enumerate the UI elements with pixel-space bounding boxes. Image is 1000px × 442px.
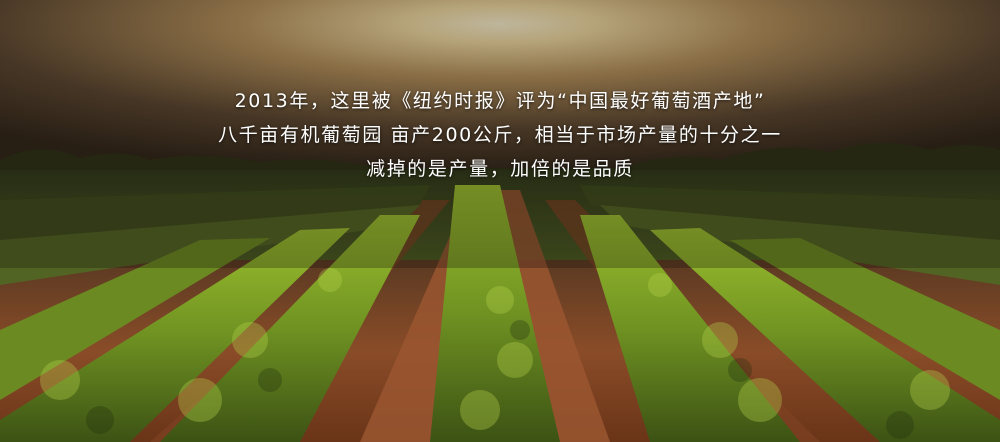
caption-block: 2013年，这里被《纽约时报》评为“中国最好葡萄酒产地” 八千亩有机葡萄园 亩产…	[0, 84, 1000, 186]
caption-line-1: 2013年，这里被《纽约时报》评为“中国最好葡萄酒产地”	[234, 90, 766, 112]
caption-line-2: 八千亩有机葡萄园 亩产200公斤，相当于市场产量的十分之一	[218, 124, 782, 146]
caption-overlay	[0, 0, 1000, 268]
center-vine-row	[430, 185, 560, 442]
caption-line-3: 减掉的是产量，加倍的是品质	[366, 158, 634, 180]
